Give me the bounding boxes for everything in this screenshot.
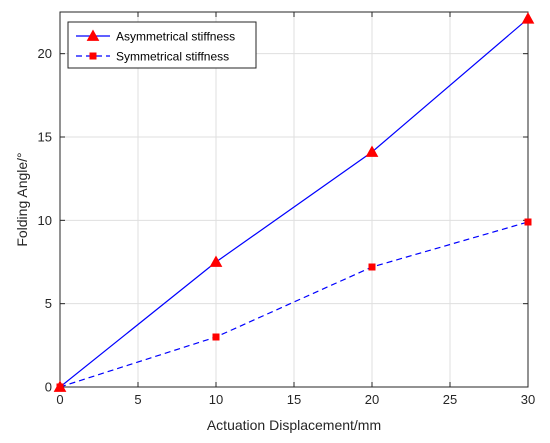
legend-entry-1: Asymmetrical stiffness [76,29,235,44]
x-tick-label: 20 [365,392,379,407]
legend-label: Asymmetrical stiffness [116,30,235,44]
y-tick-label: 10 [38,213,52,228]
axes: 0 5 10 15 20 25 30 0 5 10 15 20 [38,11,535,407]
y-tick-label: 15 [38,130,52,145]
triangle-marker [86,29,100,41]
y-tick-label: 5 [45,296,52,311]
series-2 [56,218,532,391]
square-marker [368,263,376,271]
square-marker [56,383,64,391]
x-tick-label: 25 [443,392,457,407]
legend-entry-2: Symmetrical stiffness [76,50,229,64]
square-marker [524,218,532,226]
legend: Asymmetrical stiffness Symmetrical stiffn… [67,21,257,69]
triangle-marker [365,145,379,157]
x-tick-label: 10 [209,392,223,407]
x-tick-label: 0 [56,392,63,407]
series-line [59,221,529,388]
triangle-marker [521,12,535,24]
square-marker [89,52,97,60]
series-line [59,18,529,388]
legend-label: Symmetrical stiffness [116,50,229,64]
x-axis-label: Actuation Displacement/mm [207,417,381,433]
x-tick-label: 15 [287,392,301,407]
y-tick-label: 0 [45,380,52,395]
series-layer [53,12,535,392]
y-axis-label: Folding Angle/° [14,152,30,246]
legend-box [67,21,257,69]
y-tick-label: 20 [38,46,52,61]
triangle-marker [209,255,223,267]
x-tick-label: 5 [134,392,141,407]
square-marker [212,333,220,341]
x-tick-label: 30 [521,392,535,407]
